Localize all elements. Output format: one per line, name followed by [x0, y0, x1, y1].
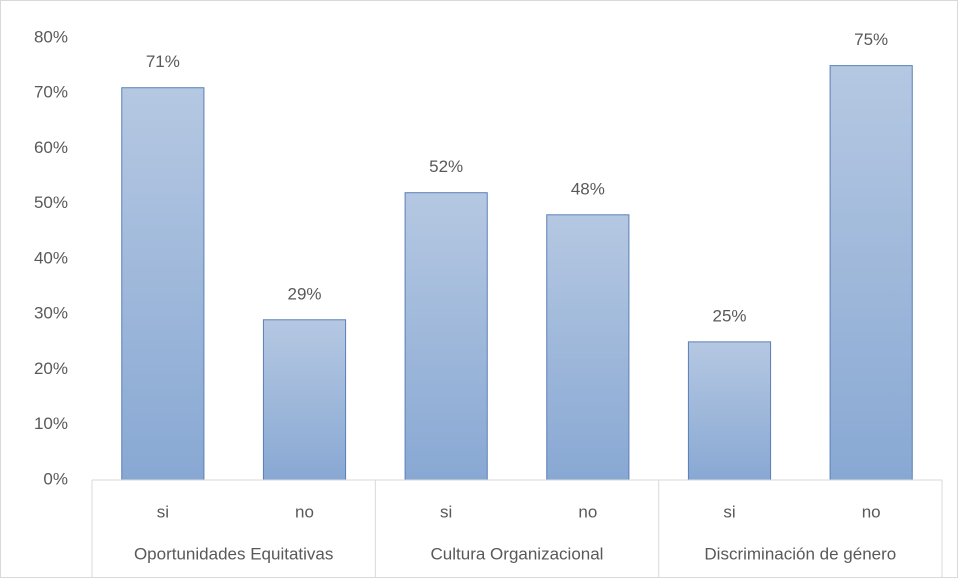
x-tick-label: no	[578, 502, 597, 521]
bar	[262, 319, 347, 481]
data-label: 52%	[429, 157, 463, 176]
y-tick-label: 70%	[34, 83, 68, 102]
y-tick-label: 50%	[34, 193, 68, 212]
group-label: Discriminación de género	[704, 544, 896, 563]
bar	[404, 192, 488, 481]
data-label: 48%	[571, 179, 605, 198]
y-tick-label: 10%	[34, 414, 68, 433]
y-tick-label: 80%	[34, 27, 68, 46]
data-label: 25%	[712, 306, 746, 325]
x-tick-label: no	[862, 502, 881, 521]
x-tick-label: si	[440, 502, 452, 521]
x-tick-label: no	[295, 502, 314, 521]
y-tick-label: 30%	[34, 304, 68, 323]
bar	[546, 214, 630, 481]
group-label: Cultura Organizacional	[431, 544, 604, 563]
data-label: 75%	[854, 30, 888, 49]
x-tick-label: si	[723, 502, 735, 521]
y-tick-label: 60%	[34, 138, 68, 157]
x-tick-label: si	[157, 502, 169, 521]
data-label: 29%	[287, 284, 321, 303]
bar	[121, 87, 205, 481]
y-tick-label: 20%	[34, 359, 68, 378]
bar	[829, 65, 913, 481]
y-tick-label: 0%	[43, 469, 68, 488]
group-label: Oportunidades Equitativas	[134, 544, 333, 563]
bar	[687, 341, 772, 481]
y-tick-label: 40%	[34, 248, 68, 267]
data-label: 71%	[146, 52, 180, 71]
